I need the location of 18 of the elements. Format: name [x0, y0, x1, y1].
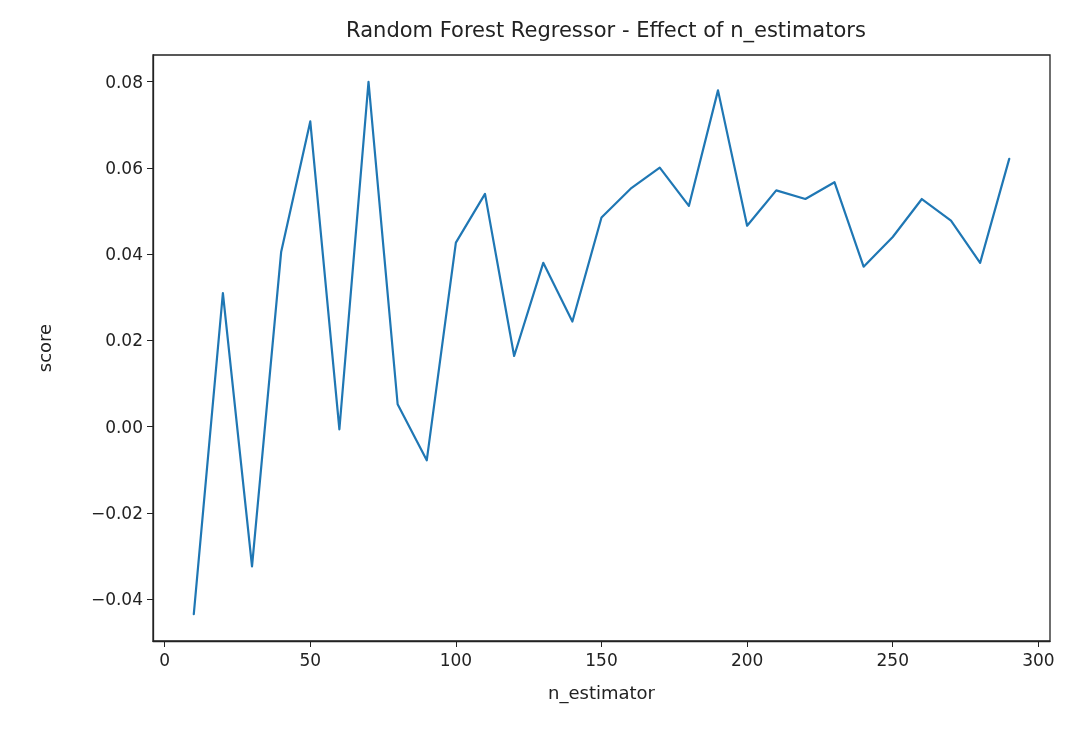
y-tick-label: 0.04 [105, 244, 143, 265]
line-series [192, 80, 1011, 616]
x-axis-title: n_estimator [548, 681, 656, 704]
x-tick-label: 200 [730, 649, 764, 670]
x-tick-label: 300 [1022, 649, 1055, 670]
x-tick-label: 250 [876, 649, 909, 670]
y-axis-title: score [33, 323, 55, 373]
x-tick-label: 50 [299, 649, 322, 670]
y-tick-label: 0.02 [105, 330, 143, 351]
y-tick-label: 0.06 [105, 157, 143, 178]
chart-title: Random Forest Regressor - Effect of n_estimators [346, 17, 866, 43]
y-tick-label: 0.00 [105, 416, 143, 437]
y-tick-label: −0.04 [90, 589, 143, 610]
x-tick-label: 0 [159, 649, 171, 670]
y-tick-label: −0.02 [90, 502, 143, 523]
x-tick-label: 150 [585, 649, 618, 670]
y-tick-label: 0.08 [105, 71, 143, 92]
x-tick-label: 100 [439, 649, 473, 670]
